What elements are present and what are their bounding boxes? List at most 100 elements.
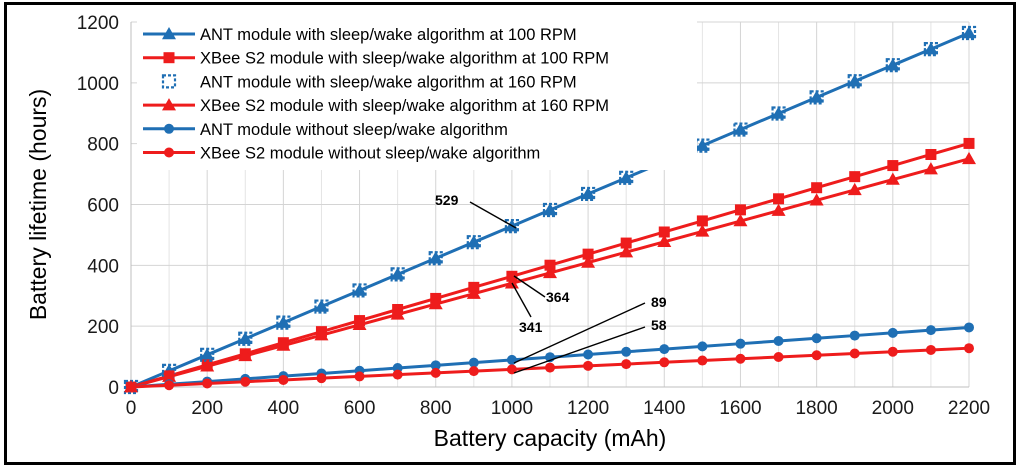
x-tick-label: 2000 bbox=[872, 398, 914, 419]
legend-swatch-marker bbox=[164, 123, 174, 134]
data-point bbox=[352, 283, 367, 296]
annotation-label: 58 bbox=[651, 317, 667, 333]
legend-label: ANT module without sleep/wake algorithm bbox=[200, 121, 508, 139]
legend-label: XBee S2 module with sleep/wake algorithm… bbox=[200, 50, 609, 68]
data-point bbox=[962, 26, 976, 39]
data-point bbox=[352, 283, 367, 298]
data-point bbox=[468, 366, 479, 377]
legend-label: XBee S2 module with sleep/wake algorithm… bbox=[200, 97, 609, 115]
data-point bbox=[238, 331, 253, 346]
y-tick-label: 0 bbox=[108, 378, 119, 399]
data-point bbox=[963, 137, 975, 149]
data-point bbox=[352, 317, 367, 331]
data-point bbox=[849, 348, 860, 359]
data-point bbox=[809, 193, 824, 206]
data-point bbox=[923, 162, 938, 175]
data-point bbox=[583, 360, 594, 371]
data-point bbox=[466, 235, 481, 248]
data-point bbox=[735, 353, 746, 364]
data-point bbox=[543, 203, 557, 216]
data-point bbox=[543, 265, 557, 279]
data-point bbox=[619, 170, 634, 185]
data-point bbox=[582, 248, 594, 260]
data-point bbox=[885, 58, 900, 71]
data-point bbox=[847, 74, 862, 87]
data-point bbox=[809, 90, 824, 105]
data-point bbox=[811, 182, 823, 194]
y-tick-label: 1200 bbox=[77, 13, 119, 34]
data-point bbox=[390, 307, 405, 320]
data-point bbox=[695, 138, 710, 151]
data-point bbox=[811, 350, 822, 361]
x-tick-label: 0 bbox=[126, 398, 137, 419]
data-point bbox=[733, 122, 748, 137]
series-6 bbox=[126, 343, 974, 392]
data-point bbox=[316, 373, 327, 384]
legend-swatch-marker bbox=[164, 147, 174, 158]
data-point bbox=[771, 106, 786, 121]
data-point bbox=[925, 325, 936, 336]
data-point bbox=[162, 369, 177, 382]
data-point bbox=[240, 376, 251, 387]
data-point bbox=[544, 259, 556, 271]
x-tick-label: 2200 bbox=[948, 398, 990, 419]
data-point bbox=[887, 346, 898, 357]
data-point bbox=[964, 343, 974, 354]
data-point bbox=[659, 344, 670, 355]
series-4 bbox=[124, 151, 976, 393]
y-tick-label: 800 bbox=[87, 135, 119, 156]
annotation-label: 341 bbox=[519, 319, 543, 335]
data-point bbox=[773, 193, 785, 205]
annotation-leader bbox=[513, 275, 546, 298]
data-point bbox=[314, 299, 329, 314]
x-tick-label: 600 bbox=[344, 398, 376, 419]
data-point bbox=[847, 74, 862, 89]
annotation-leader bbox=[513, 326, 646, 374]
annotation-label: 364 bbox=[546, 289, 570, 305]
data-point bbox=[580, 186, 596, 202]
data-point bbox=[887, 160, 899, 172]
data-point bbox=[278, 374, 289, 385]
data-point bbox=[619, 170, 634, 184]
y-tick-label: 1000 bbox=[77, 74, 119, 95]
data-point bbox=[276, 315, 291, 328]
data-point bbox=[962, 151, 976, 165]
data-point bbox=[354, 371, 365, 382]
x-axis-title: Battery capacity (mAh) bbox=[434, 425, 667, 451]
data-point bbox=[697, 355, 708, 366]
data-point bbox=[468, 357, 479, 368]
legend bbox=[137, 20, 697, 170]
x-tick-label: 800 bbox=[420, 398, 452, 419]
data-point bbox=[657, 234, 672, 248]
data-point bbox=[428, 251, 443, 264]
annotation-label: 529 bbox=[435, 192, 459, 208]
data-point bbox=[504, 218, 520, 234]
data-point bbox=[428, 251, 443, 266]
legend-label: XBee S2 module without sleep/wake algori… bbox=[200, 145, 540, 163]
data-point bbox=[849, 330, 860, 341]
data-point bbox=[621, 359, 632, 370]
x-tick-label: 400 bbox=[268, 398, 300, 419]
data-point bbox=[925, 148, 937, 160]
data-point bbox=[811, 333, 822, 344]
data-point bbox=[887, 327, 898, 338]
legend-label: ANT module with sleep/wake algorithm at … bbox=[200, 26, 577, 44]
data-point bbox=[466, 235, 481, 250]
data-point bbox=[621, 346, 632, 357]
annotation-leader bbox=[513, 302, 646, 364]
data-point bbox=[620, 237, 632, 249]
x-tick-label: 1800 bbox=[795, 398, 837, 419]
legend-swatch-marker bbox=[163, 52, 175, 64]
legend-swatch-marker bbox=[162, 27, 176, 40]
annotation-label: 89 bbox=[651, 294, 667, 310]
data-point bbox=[619, 245, 634, 258]
x-tick-label: 1200 bbox=[567, 398, 609, 419]
data-point bbox=[314, 299, 329, 312]
y-tick-label: 200 bbox=[87, 317, 119, 338]
data-point bbox=[200, 347, 215, 361]
data-point bbox=[885, 172, 900, 185]
data-point bbox=[545, 362, 555, 373]
data-point bbox=[581, 255, 596, 268]
data-point bbox=[126, 382, 136, 392]
data-point bbox=[923, 42, 938, 55]
